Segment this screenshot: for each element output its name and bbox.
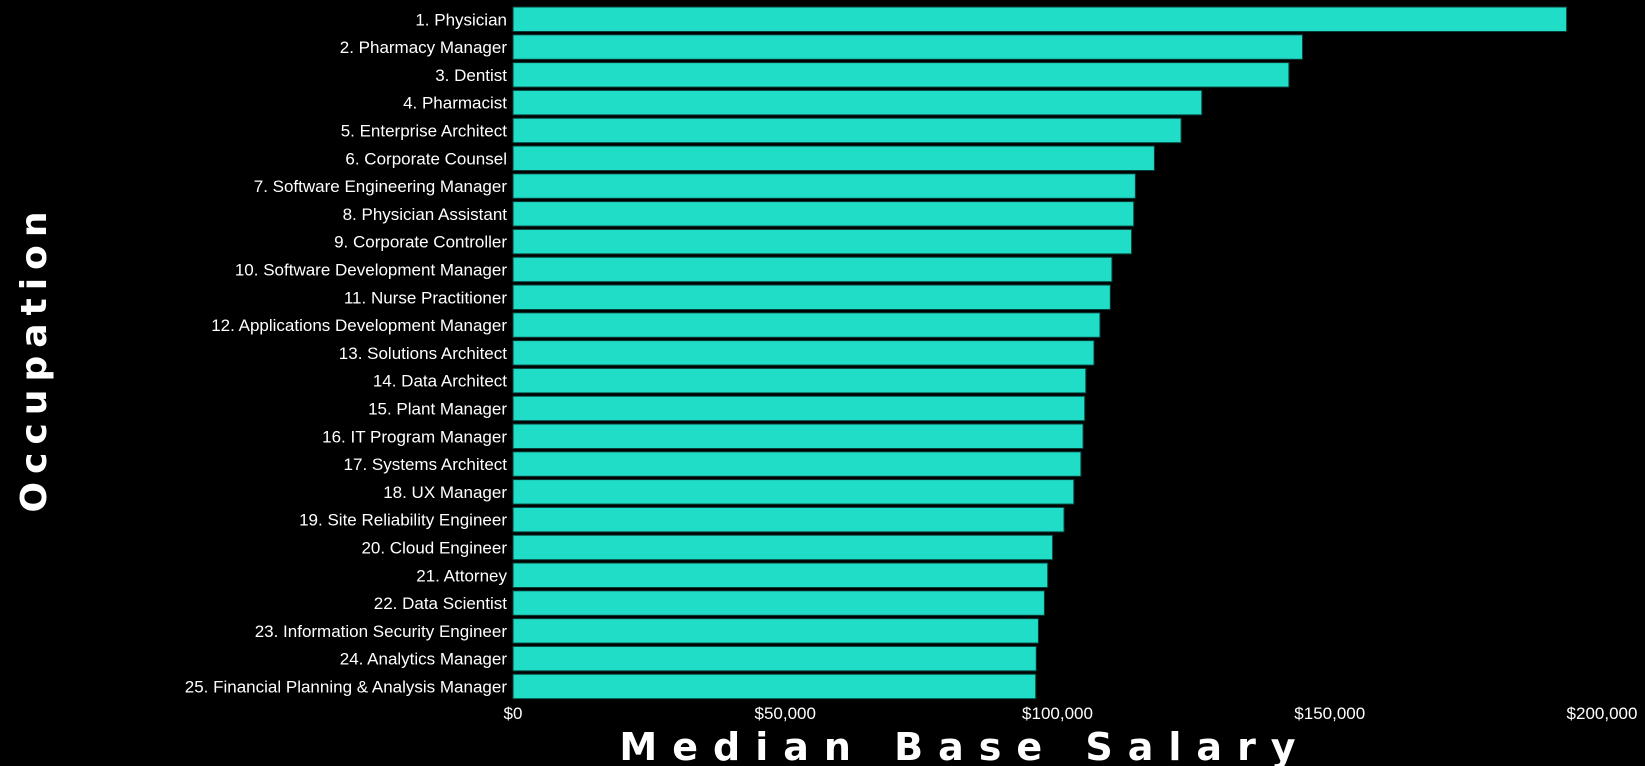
category-label: 4. Pharmacist [403,94,507,113]
category-labels: 1. Physician 2. Pharmacy Manager 3. Dentis… [185,10,508,696]
bar [512,340,1095,366]
bar [512,645,1037,672]
x-tick-labels: $0 $50,000 $100,000 $150,000 $200,000 [504,704,1638,723]
bar [512,451,1082,477]
bar [512,562,1049,588]
bars-group [512,6,1568,700]
category-label: 11. Nurse Practitioner [344,288,507,307]
category-label: 20. Cloud Engineer [361,538,507,557]
bar [512,479,1075,505]
category-label: 15. Plant Manager [368,399,507,418]
bar [512,673,1037,700]
category-label: 19. Site Reliability Engineer [299,511,507,530]
category-label: 23. Information Security Engineer [255,622,508,641]
bar [512,201,1135,227]
category-label: 5. Enterprise Architect [341,121,508,140]
x-tick-label: $50,000 [755,704,816,723]
bar [512,506,1065,533]
category-label: 1. Physician [415,10,507,29]
bar [512,34,1304,60]
bar [512,618,1039,644]
category-label: 18. UX Manager [383,483,507,502]
category-label: 17. Systems Architect [344,455,508,474]
bar [512,395,1086,422]
category-label: 22. Data Scientist [374,594,508,613]
bar [512,6,1568,32]
category-label: 9. Corporate Controller [334,233,507,252]
x-axis-title: Median Base Salary [619,725,1310,766]
bar [512,256,1113,283]
bar [512,117,1182,144]
bar [512,62,1290,88]
category-label: 12. Applications Development Manager [211,316,507,335]
category-label: 2. Pharmacy Manager [340,38,508,57]
bar [512,367,1087,394]
category-label: 16. IT Program Manager [322,427,507,446]
bar [512,228,1133,255]
y-axis-title: Occupation [14,204,55,513]
bar [512,534,1054,561]
x-tick-label: $150,000 [1294,704,1365,723]
bar [512,173,1136,199]
category-label: 24. Analytics Manager [340,650,508,669]
bar [512,145,1155,171]
bar [512,284,1111,310]
category-label: 14. Data Architect [373,372,507,391]
category-label: 3. Dentist [435,66,507,85]
category-label: 6. Corporate Counsel [345,149,507,168]
category-label: 8. Physician Assistant [343,205,508,224]
x-tick-label: $0 [504,704,523,723]
category-label: 13. Solutions Architect [339,344,507,363]
bar [512,89,1203,116]
category-label: 21. Attorney [416,566,507,585]
bar [512,590,1045,616]
bar [512,312,1101,338]
x-tick-label: $200,000 [1567,704,1638,723]
category-label: 25. Financial Planning & Analysis Manage… [185,677,508,696]
category-label: 10. Software Development Manager [235,260,507,279]
bar [512,423,1084,449]
x-tick-label: $100,000 [1022,704,1093,723]
category-label: 7. Software Engineering Manager [254,177,508,196]
